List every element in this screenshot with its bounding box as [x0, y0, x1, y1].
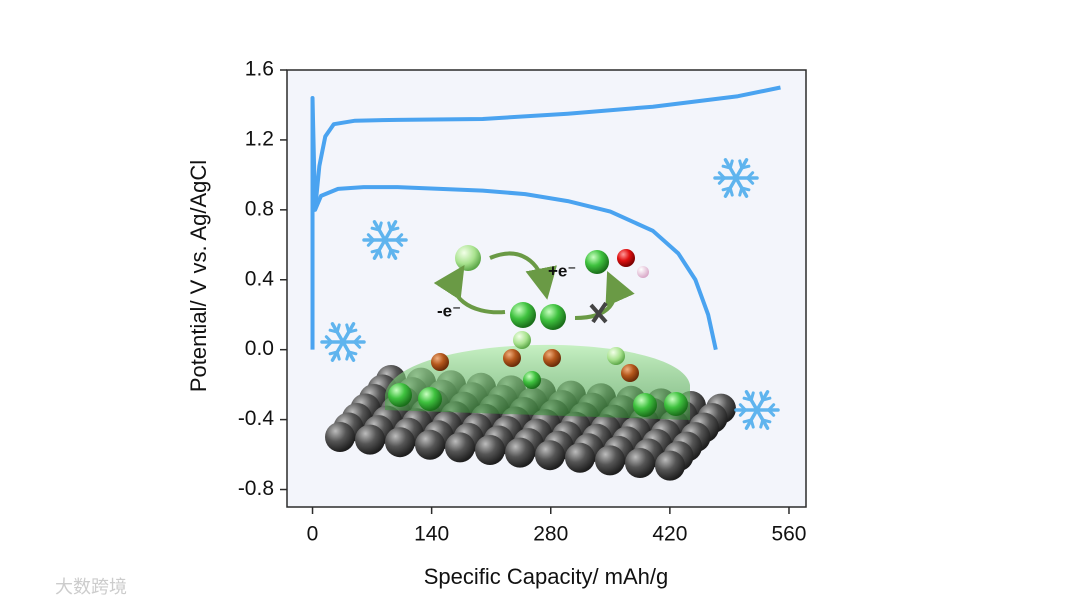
- snowflake: [353, 335, 362, 344]
- y-tick-label: 1.2: [245, 127, 274, 150]
- atom: [535, 440, 565, 471]
- snowflake: [721, 164, 732, 170]
- y-tick-label: 0.0: [245, 337, 274, 360]
- snowflake: [749, 418, 755, 429]
- y-tick-label: -0.8: [238, 477, 274, 500]
- series-line: [313, 185, 718, 351]
- snowflake: [738, 408, 747, 417]
- x-tick-label: 140: [414, 523, 449, 546]
- atom: [325, 422, 355, 452]
- atom: [455, 245, 481, 271]
- atom: [415, 429, 445, 460]
- arrow: [433, 264, 506, 315]
- atom: [510, 302, 536, 328]
- atom: [505, 437, 535, 468]
- snowflake: [347, 350, 358, 356]
- atom: [633, 393, 657, 417]
- atom: [617, 249, 635, 267]
- data-layer: [310, 85, 781, 351]
- atom: [355, 424, 385, 455]
- illustration: [320, 158, 780, 481]
- snowflake: [370, 226, 381, 232]
- snowflake: [738, 159, 744, 170]
- atom: [540, 304, 566, 330]
- atom: [513, 331, 531, 349]
- snowflake: [742, 396, 753, 402]
- atom: [637, 266, 649, 278]
- x-tick-label: 420: [652, 523, 687, 546]
- snowflake: [328, 328, 339, 334]
- atom: [431, 353, 449, 371]
- snowflake: [740, 186, 751, 192]
- snowflake: [387, 221, 393, 232]
- arrow: [574, 271, 635, 320]
- snowflake: [767, 403, 776, 412]
- atom: [523, 371, 541, 389]
- y-tick-label: 0.4: [245, 267, 275, 290]
- y-tick-label: 0.8: [245, 197, 274, 220]
- snowflake: [324, 340, 333, 349]
- cross: [589, 301, 608, 324]
- y-tick-label: 1.6: [245, 58, 274, 81]
- snowflake: [389, 248, 400, 254]
- y-axis-label: Potential/ V vs. Ag/AgCl: [186, 160, 211, 392]
- snowflake: [761, 418, 772, 424]
- atom: [625, 448, 655, 478]
- x-tick-label: 560: [771, 523, 806, 546]
- atom: [418, 387, 442, 411]
- x-tick-label: 280: [533, 523, 568, 546]
- snowflake: [746, 171, 755, 180]
- atom: [595, 445, 625, 476]
- snowflake: [377, 248, 383, 259]
- snowflake: [728, 186, 734, 197]
- snowflake: [345, 323, 351, 334]
- snowflake: [335, 350, 341, 361]
- annotation: +e⁻: [548, 261, 576, 280]
- snowflake: [366, 238, 375, 247]
- atom: [385, 427, 415, 458]
- atom: [621, 364, 639, 382]
- y-tick-label: -0.4: [238, 407, 275, 430]
- atom: [475, 435, 505, 465]
- atom: [607, 347, 625, 365]
- atom: [664, 392, 688, 416]
- snowflake: [717, 176, 726, 185]
- atom: [388, 383, 412, 407]
- x-tick-label: 0: [307, 523, 319, 546]
- snowflake: [395, 233, 404, 242]
- atom: [543, 349, 561, 367]
- atom: [585, 250, 609, 274]
- x-axis-label: Specific Capacity/ mAh/g: [424, 564, 669, 589]
- watermark: 大数跨境: [55, 577, 127, 597]
- atom: [503, 349, 521, 367]
- atom: [565, 442, 595, 473]
- arrow: [489, 251, 557, 300]
- annotation: -e⁻: [437, 301, 461, 320]
- atom: [445, 432, 475, 463]
- series-line: [310, 85, 781, 350]
- snowflake: [759, 391, 765, 402]
- atom: [655, 450, 685, 481]
